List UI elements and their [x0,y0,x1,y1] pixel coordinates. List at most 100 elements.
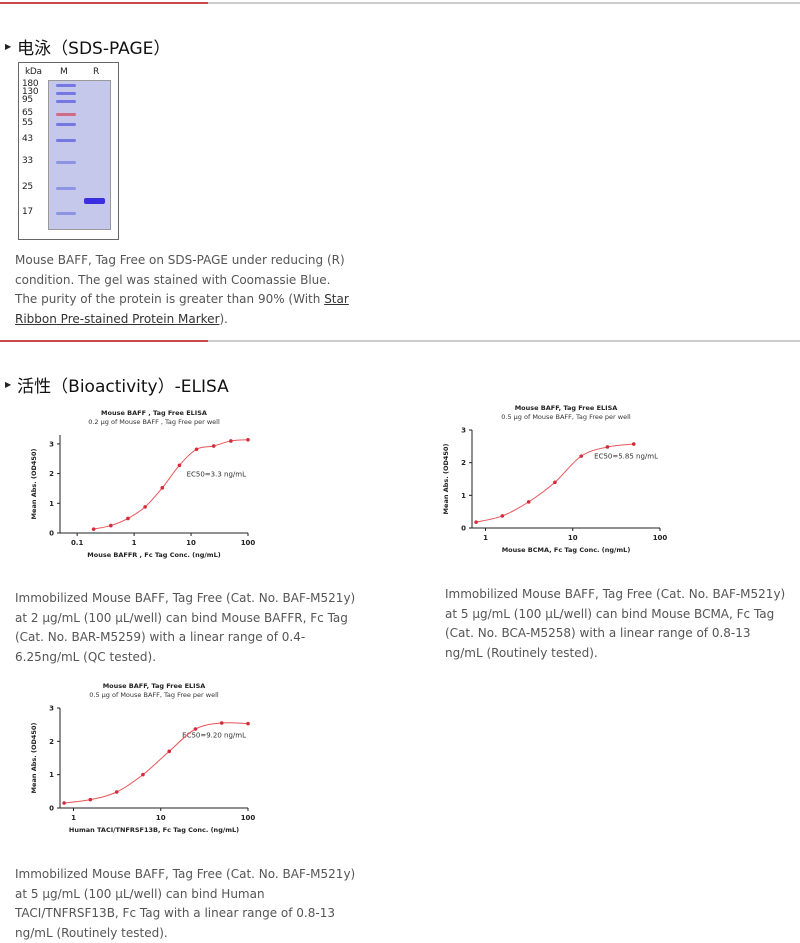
y-tick-label: 1 [49,771,54,779]
data-point [109,523,113,528]
ec50-annotation: EC50=5.85 ng/mL [594,453,658,461]
x-tick-label: 1 [483,534,488,542]
marker-band [56,187,76,190]
data-point [229,439,233,443]
gel-lane-area [48,80,111,230]
y-tick-label: 2 [461,459,466,467]
marker-band [56,123,76,126]
chart-subtitle: 0.5 μg of Mouse BAFF, Tag Free per well [501,413,631,421]
y-tick-label: 3 [49,440,54,448]
marker-label-25: 25 [22,182,33,192]
data-point [579,454,584,458]
x-tick-label: 1 [132,539,137,547]
y-tick-label: 1 [461,492,466,500]
bullet-triangle-icon: ▶ [5,380,12,389]
elisa-caption-3: Immobilized Mouse BAFF, Tag Free (Cat. N… [15,867,356,940]
y-tick-label: 0 [49,805,54,813]
data-point [474,520,478,524]
sds-page-gel-image: kDa M R 180 130 95 65 55 43 33 25 17 [18,62,119,240]
marker-label-33: 33 [22,156,33,166]
marker-band [56,161,76,164]
y-axis-label: Mean Abs. (OD450) [30,723,38,794]
data-point [91,527,96,531]
x-tick-label: 100 [653,534,668,542]
x-axis-label: Mouse BCMA, Fc Tag Conc. (ng/mL) [502,546,631,554]
ec50-annotation: EC50=3.3 ng/mL [187,471,246,479]
x-axis-label: Human TACI/TNFRSF13B, Fc Tag Conc. (ng/m… [69,826,239,834]
y-tick-label: 3 [461,427,466,435]
marker-label-43: 43 [22,134,33,144]
fit-curve [64,722,249,804]
chart-title: Mouse BAFF , Tag Free ELISA [101,409,207,417]
y-tick-label: 3 [49,705,54,713]
data-point [126,516,130,521]
bioactivity-heading: ▶ 活性（Bioactivity）-ELISA [5,372,229,397]
sds-page-caption: Mouse BAFF, Tag Free on SDS-PAGE under r… [15,253,349,326]
lane-label-r: R [93,67,99,77]
section-divider [0,340,800,342]
marker-band [56,139,76,142]
y-axis-label: Mean Abs. (OD450) [30,449,38,520]
chart-subtitle: 0.2 μg of Mouse BAFF , Tag Free per well [88,418,220,426]
y-tick-label: 2 [49,470,54,478]
x-tick-label: 100 [241,539,256,547]
marker-link[interactable]: Star Ribbon Pre-stained Protein Marker [15,292,349,326]
fit-curve [93,439,249,530]
data-point [177,463,182,468]
data-point [141,772,145,777]
data-point [194,447,199,452]
heading-text: 活性（Bioactivity）-ELISA [17,377,229,397]
data-point [246,437,250,442]
heading-text: 电泳（SDS-PAGE） [17,39,171,59]
marker-band [56,100,76,103]
elisa-caption-1: Immobilized Mouse BAFF, Tag Free (Cat. N… [15,591,356,664]
bullet-triangle-icon: ▶ [5,42,12,51]
x-tick-label: 100 [241,814,256,822]
data-point [500,514,505,518]
y-axis-label: Mean Abs. (OD450) [442,444,450,515]
marker-band [56,84,76,87]
data-point [88,797,93,802]
data-point [219,721,224,725]
data-point [143,505,147,509]
sds-page-heading: ▶ 电泳（SDS-PAGE） [5,34,170,59]
marker-band [56,113,76,116]
marker-band [56,92,76,95]
x-tick-label: 10 [156,814,166,822]
ec50-annotation: EC50=9.20 ng/mL [182,731,246,739]
x-axis-label: Mouse BAFFR , Fc Tag Conc. (ng/mL) [87,551,220,559]
x-tick-label: 1 [71,814,76,822]
data-point [605,445,610,449]
y-tick-label: 0 [461,525,466,533]
y-tick-label: 1 [49,500,54,508]
kda-label: kDa [25,67,42,77]
marker-label-55: 55 [22,118,33,128]
x-tick-label: 0.1 [71,539,84,547]
data-point [553,480,557,485]
marker-label-180: 180 [22,79,39,89]
marker-label-17: 17 [22,207,33,217]
x-tick-label: 10 [186,539,196,547]
marker-label-65: 65 [22,108,33,118]
chart-title: Mouse BAFF, Tag Free ELISA [515,404,618,412]
data-point [246,721,250,726]
y-tick-label: 0 [49,530,54,538]
elisa-caption-2: Immobilized Mouse BAFF, Tag Free (Cat. N… [445,587,786,660]
lane-label-m: M [60,67,68,77]
data-point [114,790,119,794]
sample-band [84,198,105,204]
data-point [62,801,66,805]
data-point [193,727,198,731]
top-divider [0,2,800,4]
data-point [526,500,531,504]
marker-label-95: 95 [22,95,33,105]
marker-band [56,212,76,215]
x-tick-label: 10 [568,534,578,542]
data-point [160,486,165,490]
data-point [631,442,636,446]
chart-subtitle: 0.5 μg of Mouse BAFF, Tag Free per well [89,691,219,699]
y-tick-label: 2 [49,738,54,746]
marker-label-130: 130 [22,87,39,97]
